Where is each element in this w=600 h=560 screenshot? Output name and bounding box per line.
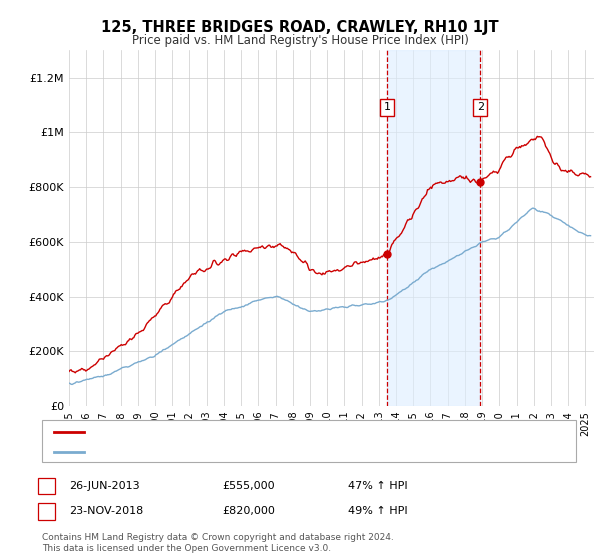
Text: Contains HM Land Registry data © Crown copyright and database right 2024.: Contains HM Land Registry data © Crown c…	[42, 533, 394, 542]
Text: 1: 1	[384, 102, 391, 113]
Text: 2: 2	[41, 506, 49, 516]
Text: 26-JUN-2013: 26-JUN-2013	[69, 481, 140, 491]
Text: 1: 1	[41, 481, 49, 491]
Text: 125, THREE BRIDGES ROAD, CRAWLEY, RH10 1JT: 125, THREE BRIDGES ROAD, CRAWLEY, RH10 1…	[101, 20, 499, 35]
Text: £555,000: £555,000	[222, 481, 275, 491]
Text: 47% ↑ HPI: 47% ↑ HPI	[348, 481, 407, 491]
Text: HPI: Average price, detached house, Crawley: HPI: Average price, detached house, Craw…	[90, 446, 325, 456]
Text: This data is licensed under the Open Government Licence v3.0.: This data is licensed under the Open Gov…	[42, 544, 331, 553]
Text: 2: 2	[477, 102, 484, 113]
Text: 49% ↑ HPI: 49% ↑ HPI	[348, 506, 407, 516]
Text: 23-NOV-2018: 23-NOV-2018	[69, 506, 143, 516]
Text: Price paid vs. HM Land Registry's House Price Index (HPI): Price paid vs. HM Land Registry's House …	[131, 34, 469, 46]
Bar	[387, 50, 481, 406]
Text: £820,000: £820,000	[222, 506, 275, 516]
Text: 125, THREE BRIDGES ROAD, CRAWLEY, RH10 1JT (detached house): 125, THREE BRIDGES ROAD, CRAWLEY, RH10 1…	[90, 427, 439, 437]
